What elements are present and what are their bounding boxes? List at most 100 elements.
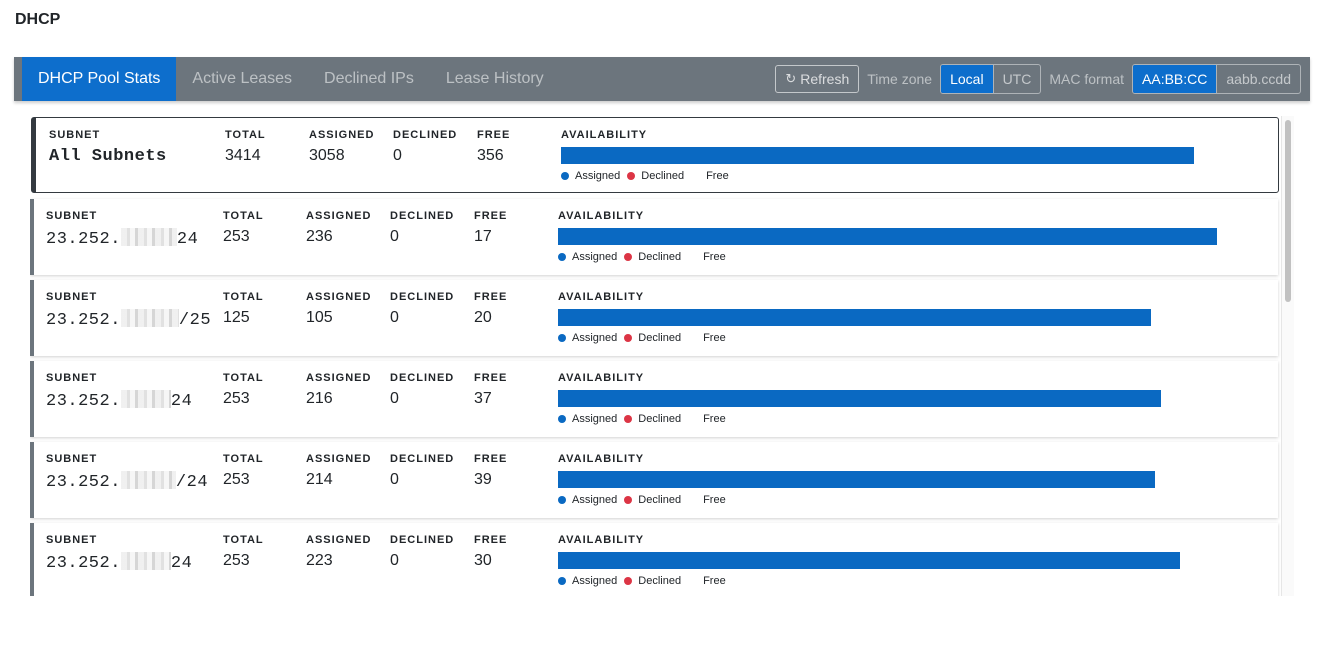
subnet-suffix: 24 <box>170 392 193 411</box>
assigned-column: ASSIGNED 216 <box>306 372 371 408</box>
legend-assigned-label: Assigned <box>572 251 618 263</box>
availability-legend: Assigned Declined Free <box>558 413 733 425</box>
pool-card: SUBNET 23.252. /24 TOTAL 253 ASSIGNED 214 DECLI… <box>30 442 1278 518</box>
assigned-header: ASSIGNED <box>309 129 375 141</box>
legend-declined-label: Declined <box>641 170 685 182</box>
redacted-subnet <box>120 552 171 570</box>
subnet-prefix: 23.252. <box>46 311 121 330</box>
mac-format-toggle: AA:BB:CC aabb.ccdd <box>1132 64 1301 94</box>
pool-summary-card: SUBNET All Subnets TOTAL 3414 ASSIGNED 3058 DE… <box>31 117 1279 193</box>
mac-format-label: MAC format <box>1049 71 1125 87</box>
subnet-value: 23.252. /25 <box>46 309 211 330</box>
assigned-value: 3058 <box>309 147 345 164</box>
legend-free: Free <box>706 170 729 182</box>
legend-assigned-label: Assigned <box>572 575 618 587</box>
declined-value: 0 <box>390 471 399 488</box>
tab-declined-ips[interactable]: Declined IPs <box>324 70 414 87</box>
legend-assigned-label: Assigned <box>572 494 618 506</box>
total-header: TOTAL <box>223 372 264 384</box>
subnet-column: SUBNET 23.252. 24 <box>46 372 192 411</box>
pool-card: SUBNET 23.252. /25 TOTAL 125 ASSIGNED 105 DECLI… <box>30 280 1278 356</box>
declined-header: DECLINED <box>390 372 455 384</box>
declined-value: 0 <box>390 390 399 407</box>
assigned-bar-fill <box>558 471 1155 488</box>
free-value: 356 <box>477 147 504 164</box>
assigned-column: ASSIGNED 214 <box>306 453 371 489</box>
legend-free-label: Free <box>703 251 726 263</box>
legend-free-label: Free <box>703 494 726 506</box>
subnet-header: SUBNET <box>49 129 101 141</box>
legend-assigned-dot-icon <box>561 172 569 180</box>
declined-header: DECLINED <box>390 210 455 222</box>
legend-assigned-dot-icon <box>558 415 566 423</box>
subnet-prefix: 23.252. <box>46 473 121 492</box>
subnet-header: SUBNET <box>46 372 98 384</box>
total-header: TOTAL <box>223 534 264 546</box>
tab-active-leases[interactable]: Active Leases <box>192 70 293 87</box>
mac-format-dot-button[interactable]: aabb.ccdd <box>1216 65 1300 93</box>
availability-bar <box>558 228 1264 245</box>
legend-free: Free <box>703 575 726 587</box>
total-column: TOTAL 253 <box>223 534 264 570</box>
assigned-value: 216 <box>306 390 333 407</box>
declined-header: DECLINED <box>390 453 455 465</box>
subnet-suffix: 24 <box>176 230 199 249</box>
declined-value: 0 <box>390 309 399 326</box>
total-value: 3414 <box>225 147 261 164</box>
declined-header: DECLINED <box>390 534 455 546</box>
legend-declined: Declined <box>624 575 681 587</box>
subnet-prefix: 23.252. <box>46 392 121 411</box>
availability-legend: Assigned Declined Free <box>558 575 733 587</box>
declined-header: DECLINED <box>393 129 458 141</box>
legend-free: Free <box>703 494 726 506</box>
legend-declined-label: Declined <box>638 251 682 263</box>
assigned-column: ASSIGNED 223 <box>306 534 371 570</box>
refresh-button[interactable]: ↻ Refresh <box>775 65 860 93</box>
legend-assigned-label: Assigned <box>572 332 618 344</box>
tab-lease-history[interactable]: Lease History <box>445 70 544 87</box>
legend-assigned: Assigned <box>561 170 620 182</box>
legend-declined: Declined <box>624 494 681 506</box>
total-column: TOTAL 253 <box>223 372 264 408</box>
assigned-header: ASSIGNED <box>306 210 372 222</box>
legend-declined-dot-icon <box>624 415 633 423</box>
subnet-column: SUBNET 23.252. /24 <box>46 453 208 492</box>
free-value: 37 <box>474 390 492 407</box>
availability-bar <box>561 147 1267 164</box>
assigned-header: ASSIGNED <box>306 372 372 384</box>
free-value: 39 <box>474 471 492 488</box>
availability-bar <box>558 309 1264 326</box>
timezone-utc-button[interactable]: UTC <box>992 65 1041 93</box>
assigned-bar-fill <box>558 552 1180 569</box>
legend-assigned: Assigned <box>558 575 617 587</box>
subnet-column: SUBNET All Subnets <box>49 129 167 166</box>
pool-card: SUBNET 23.252. 24 TOTAL 253 ASSIGNED 223 DECLIN… <box>30 523 1278 596</box>
free-header: FREE <box>474 291 508 303</box>
pool-card: SUBNET 23.252. 24 TOTAL 253 ASSIGNED 236 DECLIN… <box>30 199 1278 275</box>
availability-column: AVAILABILITY Assigned Declined Free <box>558 453 1238 519</box>
legend-declined: Declined <box>627 170 684 182</box>
tab-dhcp-pool-stats[interactable]: DHCP Pool Stats <box>22 57 177 101</box>
timezone-toggle: Local UTC <box>940 64 1042 94</box>
total-column: TOTAL 3414 <box>225 129 266 165</box>
subnet-suffix: 24 <box>170 554 193 573</box>
subnet-value: 23.252. 24 <box>46 390 192 411</box>
availability-column: AVAILABILITY Assigned Declined Free <box>558 372 1238 438</box>
total-value: 253 <box>223 552 250 569</box>
subnet-column: SUBNET 23.252. /25 <box>46 291 211 330</box>
legend-declined-dot-icon <box>624 496 633 504</box>
scrollbar[interactable] <box>1281 116 1294 596</box>
availability-header: AVAILABILITY <box>558 534 645 546</box>
legend-free-label: Free <box>703 575 726 587</box>
assigned-header: ASSIGNED <box>306 534 372 546</box>
total-column: TOTAL 253 <box>223 453 264 489</box>
legend-declined-label: Declined <box>638 494 682 506</box>
timezone-local-button[interactable]: Local <box>941 65 993 93</box>
mac-format-colon-button[interactable]: AA:BB:CC <box>1133 65 1217 93</box>
availability-header: AVAILABILITY <box>558 291 645 303</box>
availability-header: AVAILABILITY <box>561 129 648 141</box>
total-header: TOTAL <box>223 291 264 303</box>
subnet-header: SUBNET <box>46 534 98 546</box>
pool-stats-list[interactable]: SUBNET All Subnets TOTAL 3414 ASSIGNED 3058 DE… <box>30 116 1294 596</box>
scrollbar-thumb[interactable] <box>1285 120 1291 302</box>
